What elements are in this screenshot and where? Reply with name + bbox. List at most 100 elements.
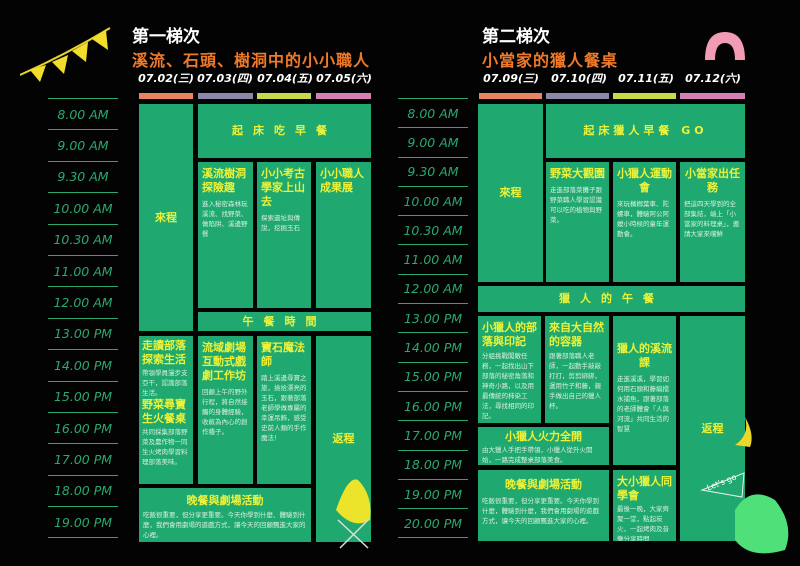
- right-lunch: 獵人的午餐: [478, 286, 745, 312]
- right-pm-3: 獵人的溪流課走進溪溪，學習如何用石頭和藤編擋水捕魚，跟著部落的老師體會「人與河流…: [613, 316, 676, 465]
- time-label: 14.00 PM: [48, 350, 118, 382]
- desc: 吃飯很重要，但分享更重要。今天你學到什麼，體驗到什麼，我們會用劇場的遊戲方式，讓…: [482, 497, 599, 525]
- right-date-4: 07.12(六): [685, 72, 741, 85]
- time-label: 17.00 PM: [398, 421, 468, 451]
- heading: 小小職人成果展: [320, 167, 364, 194]
- time-label: 10.30 AM: [398, 216, 468, 246]
- right-title: 第二梯次: [482, 27, 550, 47]
- time-label: 9.30 AM: [398, 158, 468, 187]
- time-label: 18.00 PM: [48, 476, 118, 508]
- right-breakfast: 起床獵人早餐 GO: [546, 104, 745, 158]
- right-time-column: 8.00 AM 9.00 AM 9.30 AM 10.00 AM 10.30 AM 11.…: [398, 98, 468, 539]
- time-label: 13.00 PM: [48, 319, 118, 351]
- right-return: 返程: [680, 316, 745, 541]
- left-date-4: 07.05(六): [316, 72, 372, 85]
- left-lunch: 午餐時間: [198, 312, 371, 331]
- desc: 帶領學員漫步支亞干，認識部落生活。: [142, 369, 188, 397]
- right-reunion: 大小獵人同學會最後一晚，大家齊聚一堂，點起炭火，一起烤肉及音樂分享時間: [613, 470, 676, 541]
- desc: 踏上溪邊尋寶之旅，撿拾漂亮的玉石，跟著部落老師學做專屬的幸運吊飾，感受史前人類的…: [261, 374, 307, 442]
- time-label: 11.00 AM: [48, 256, 118, 288]
- time-label: 16.00 PM: [48, 413, 118, 445]
- date-bar: [546, 93, 609, 99]
- left-date-3: 07.04(五): [257, 72, 313, 85]
- left-time-column: 8.00 AM 9.00 AM 9.30 AM 10.00 AM 10.30 AM 11.…: [48, 98, 118, 539]
- time-label: 13.00 PM: [398, 304, 468, 334]
- desc: 吃飯很重要，但分享更重要。今天你學到什麼、體驗到什麼，我們會用劇場的遊戲方式，讓…: [143, 511, 306, 539]
- right-date-2: 07.10(四): [551, 72, 607, 85]
- leaf-icon: [735, 417, 752, 447]
- time-label: 19.00 PM: [398, 480, 468, 510]
- desc: 分組挑戰闖敵任務，一起找出山下部落的秘密角落和神奇小路，以及用最傳統的柿染工法，…: [482, 352, 534, 420]
- right-fire: 小獵人火力全開由大獵人手把手帶領，小獵人從升火開始，一路完成整桌部落美食。: [478, 427, 609, 465]
- right-arrival: 來程: [478, 104, 543, 282]
- time-label: 18.00 PM: [398, 451, 468, 480]
- right-pm-2: 來自大自然的容器 跟著部落職人老師，一起動手敲敲打打，剪剪綁綁，運用竹子和藤，親手…: [545, 316, 609, 423]
- heading: 野菜尋寶生火餐桌: [142, 398, 186, 425]
- date-bar: [257, 93, 311, 99]
- desc: 回顧上午的野外行程，將自然接觸的身體經驗，收斂為內心的創作種子。: [202, 388, 248, 436]
- time-label: 8.00 AM: [398, 99, 468, 129]
- time-label: 8.00 AM: [48, 99, 118, 131]
- heading: 小當家出任務: [685, 167, 740, 194]
- left-activity-1: 溪流樹洞探險趣進入秘密森林玩溪流、找野菜、做陷阱、溪邊野餐: [198, 162, 253, 308]
- time-label: 11.00 AM: [398, 245, 468, 275]
- left-pm-3: 寶石魔法師踏上溪邊尋寶之旅，撿拾漂亮的玉石，跟著部落老師學做專屬的幸運吊飾，感受…: [257, 336, 311, 484]
- heading: 大小獵人同學會: [617, 475, 672, 502]
- heading: 寶石魔法師: [261, 341, 305, 368]
- right-subtitle: 小當家的獵人餐桌: [482, 51, 619, 70]
- time-label: 16.00 PM: [398, 392, 468, 422]
- right-date-1: 07.09(三): [483, 72, 539, 85]
- desc: 最後一晚，大家齊聚一堂，點起炭火，一起烤肉及音樂分享時間: [617, 505, 669, 541]
- right-activity-2: 小獵人運動會來玩檳榔葉車、陀螺車，體驗阿公阿嬤小時候的童年運動會。: [613, 162, 676, 282]
- left-arrival: 來程: [139, 104, 193, 331]
- desc: 進入秘密森林玩溪流、找野菜、做陷阱、溪邊野餐: [202, 200, 248, 238]
- date-bar: [613, 93, 676, 99]
- heading: 小小考古學家上山去: [261, 167, 305, 208]
- heading: 來自大自然的容器: [549, 321, 604, 348]
- desc: 來玩檳榔葉車、陀螺車，體驗阿公阿嬤小時候的童年運動會。: [617, 200, 669, 238]
- left-pm-1: 走讀部落探索生活 帶領學員漫步支亞干，認識部落生活。 野菜尋寶生火餐桌共同採集部落野…: [139, 336, 193, 484]
- heading: 獵人的溪流課: [617, 342, 672, 369]
- heading: 晚餐與劇場活動: [505, 478, 582, 491]
- time-label: 15.00 PM: [398, 363, 468, 392]
- date-bar: [680, 93, 745, 99]
- time-label: 9.00 AM: [48, 130, 118, 162]
- time-label: 10.00 AM: [48, 193, 118, 225]
- left-subtitle: 溪流、石頭、樹洞中的小小職人: [132, 51, 371, 70]
- time-label: 12.00 AM: [398, 275, 468, 305]
- desc: 走進溪溪，學習如何用石頭和藤編擋水捕魚，跟著部落的老師體會「人與河流」共同生活的…: [617, 375, 669, 433]
- heading: 小獵人運動會: [617, 167, 672, 194]
- time-label: 10.30 AM: [48, 225, 118, 256]
- left-dinner: 晚餐與劇場活動 吃飯很重要，但分享更重要。今天你學到什麼、體驗到什麼，我們會用劇場…: [139, 488, 311, 542]
- heading: 小獵人火力全開: [505, 430, 582, 443]
- date-bar: [139, 93, 193, 99]
- left-date-2: 07.03(四): [197, 72, 253, 85]
- desc: 共同採集部落野菜及農作物一同生火烤肉學習料理部落美味。: [142, 428, 188, 466]
- bunting-icon: [20, 27, 111, 82]
- left-activity-2: 小小考古學家上山去探索遺址與傳說，挖掘玉石: [257, 162, 311, 308]
- date-bar: [316, 93, 371, 99]
- desc: 由大獵人手把手帶領，小獵人從升火開始，一路完成整桌部落美食。: [482, 446, 593, 464]
- time-label: 17.00 PM: [48, 444, 118, 476]
- mascot-green-icon: [700, 472, 789, 554]
- rainbow-mascot-icon: [705, 32, 745, 60]
- time-label: 15.00 PM: [48, 382, 118, 413]
- right-date-3: 07.11(五): [618, 72, 674, 85]
- time-label: 20.00 PM: [398, 509, 468, 539]
- heading: 走讀部落探索生活: [142, 339, 186, 366]
- left-breakfast: 起床吃早餐: [198, 104, 371, 158]
- left-pm-2: 流域劇場互動式戲劇工作坊回顧上午的野外行程，將自然接觸的身體經驗，收斂為內心的創…: [198, 336, 253, 484]
- heading: 流域劇場互動式戲劇工作坊: [202, 341, 246, 382]
- right-pm-1: 小獵人的部落與印記分組挑戰闖敵任務，一起找出山下部落的秘密角落和神奇小路，以及用…: [478, 316, 541, 423]
- heading: 溪流樹洞探險趣: [202, 167, 246, 194]
- time-label: 12.00 AM: [48, 287, 118, 319]
- desc: 把這四天學到的全部集結，端上「小當家的料理桌」，邀請大家來嚐鮮: [684, 200, 740, 238]
- desc: 探索遺址與傳說，挖掘玉石: [261, 214, 300, 232]
- desc: 走進部落菜攤子跟野菜職人學習認識可以吃的植物與野菜。: [550, 186, 602, 224]
- left-title: 第一梯次: [132, 27, 200, 47]
- left-activity-3: 小小職人成果展: [316, 162, 371, 308]
- date-bar: [198, 93, 253, 99]
- left-date-1: 07.02(三): [138, 72, 194, 85]
- heading: 小獵人的部落與印記: [482, 321, 537, 348]
